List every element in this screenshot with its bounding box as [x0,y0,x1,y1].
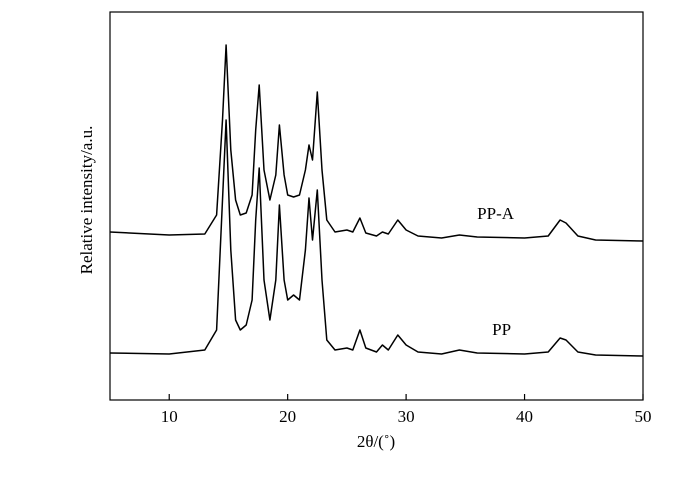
series-label: PP-A [477,204,515,223]
x-tick-label: 20 [279,407,296,426]
x-tick-label: 10 [161,407,178,426]
line-series [109,119,644,357]
x-tick-label: 40 [516,407,533,426]
plot-frame [109,11,644,401]
x-tick-label: 30 [398,407,415,426]
y-axis-label: Relative intensity/a.u. [77,126,96,275]
x-tick-label: 50 [635,407,652,426]
x-axis-label: 2θ/(˚) [357,432,395,451]
line-series [109,44,644,242]
series-label: PP [492,320,511,339]
